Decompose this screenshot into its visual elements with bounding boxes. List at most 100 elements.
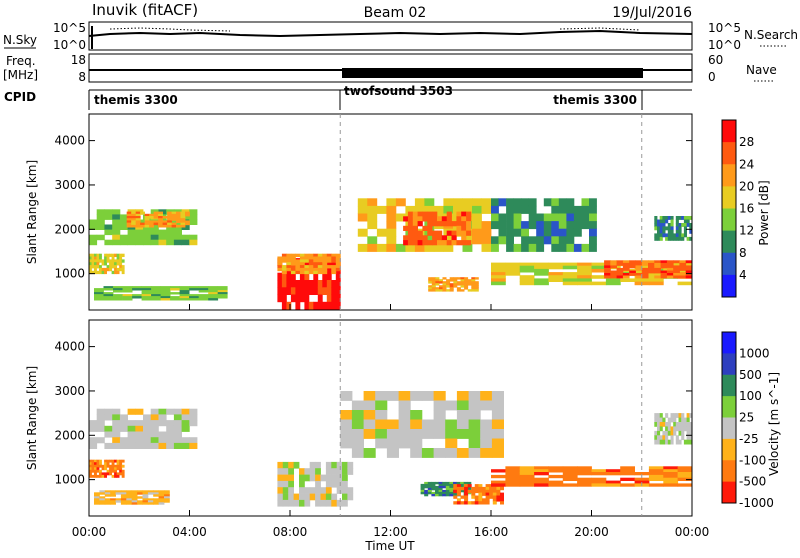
range-cell — [417, 211, 423, 217]
range-cell — [367, 213, 378, 222]
range-cell — [460, 489, 465, 493]
range-cell — [395, 213, 406, 222]
range-cell — [562, 281, 578, 286]
range-cell — [673, 422, 677, 427]
range-cell — [179, 290, 190, 293]
range-cell — [135, 224, 141, 228]
range-cell — [654, 417, 658, 423]
range-cell — [150, 425, 159, 432]
range-cell — [403, 240, 409, 246]
range-cell — [313, 267, 319, 272]
range-cell — [558, 221, 567, 230]
range-cell — [99, 253, 102, 257]
range-cell — [610, 260, 617, 264]
range-cell — [101, 474, 105, 478]
range-cell — [577, 472, 592, 476]
range-cell — [322, 256, 328, 260]
range-cell — [185, 222, 190, 226]
range-cell — [451, 221, 457, 227]
range-cell — [412, 225, 418, 231]
range-cell — [673, 267, 680, 271]
range-cell — [104, 229, 113, 236]
range-cell — [99, 496, 106, 499]
range-cell — [659, 219, 663, 224]
range-cell — [176, 216, 181, 219]
range-cell — [147, 498, 154, 501]
range-cell — [325, 499, 332, 507]
range-cell — [331, 270, 337, 275]
range-cell — [317, 253, 323, 257]
range-cell — [89, 256, 92, 260]
range-cell — [622, 267, 630, 271]
range-cell — [322, 270, 328, 275]
range-cell — [299, 267, 305, 272]
range-cell — [304, 259, 310, 263]
range-cell — [112, 214, 121, 220]
range-cell — [629, 260, 636, 264]
range-cell — [363, 410, 376, 420]
range-cell — [605, 469, 621, 473]
range-cell — [309, 461, 316, 469]
range-cell — [120, 496, 127, 499]
range-cell — [121, 270, 125, 275]
range-cell — [407, 235, 414, 241]
range-cell — [142, 496, 149, 499]
range-cell — [435, 489, 439, 493]
range-cell — [662, 226, 666, 231]
range-cell — [648, 272, 664, 276]
range-cell — [491, 221, 499, 230]
range-cell — [534, 272, 549, 276]
range-cell — [336, 499, 343, 507]
range-cell — [158, 220, 163, 223]
power-colorbar-label: Power [dB] — [757, 180, 771, 245]
range-cell — [675, 229, 679, 234]
range-cell — [363, 448, 376, 458]
range-cell — [663, 477, 679, 481]
range-cell — [315, 468, 321, 475]
range-cell — [119, 425, 128, 432]
range-cell — [111, 256, 115, 260]
range-cell — [675, 236, 679, 241]
range-cell — [654, 236, 658, 241]
range-cell — [466, 221, 472, 227]
range-cell — [89, 219, 98, 225]
range-cell — [513, 213, 522, 222]
range-cell — [135, 222, 141, 226]
range-cell — [176, 213, 181, 217]
range-cell — [99, 256, 102, 260]
range-cell — [150, 234, 159, 241]
range-cell — [153, 220, 159, 223]
range-cell — [179, 288, 190, 291]
range-cell — [449, 483, 454, 487]
range-cell — [686, 439, 690, 445]
range-cell — [449, 491, 454, 495]
range-cell — [663, 480, 679, 484]
range-cell — [446, 240, 452, 246]
range-cell — [315, 461, 321, 469]
range-cell — [288, 493, 294, 501]
range-cell — [428, 285, 433, 288]
freq-left-label-bottom: [MHz] — [3, 68, 38, 82]
range-cell — [439, 289, 443, 292]
range-cell — [665, 219, 669, 224]
range-cell — [641, 260, 649, 264]
range-cell — [663, 469, 679, 473]
range-cell — [491, 281, 506, 286]
range-cell — [513, 205, 522, 214]
range-cell — [217, 290, 228, 293]
range-cell — [506, 243, 514, 252]
range-cell — [566, 213, 575, 222]
range-cell — [685, 260, 693, 264]
range-cell — [435, 277, 440, 280]
range-cell — [295, 270, 301, 275]
range-cell — [116, 256, 120, 260]
range-cell — [551, 205, 560, 214]
range-cell — [407, 225, 414, 231]
range-cell — [94, 290, 104, 293]
range-cell — [453, 198, 463, 207]
range-cell — [110, 498, 116, 501]
range-cell — [433, 400, 446, 411]
range-cell — [629, 265, 636, 269]
range-cell — [442, 283, 447, 286]
range-cell — [299, 270, 305, 275]
